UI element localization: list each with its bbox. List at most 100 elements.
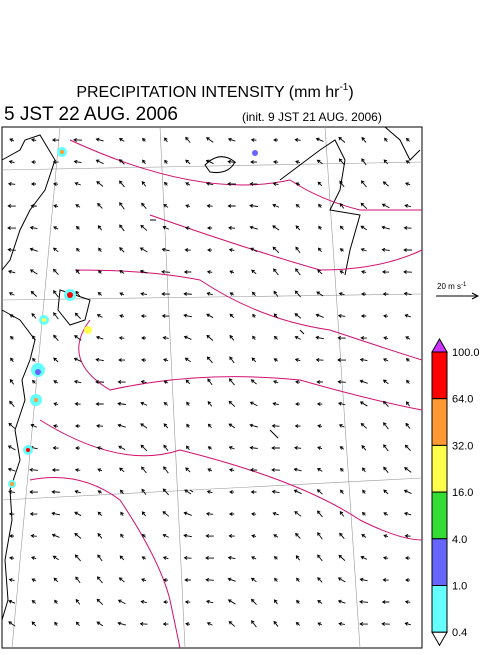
- wind-vector: [317, 554, 323, 562]
- wind-vector: [8, 599, 16, 604]
- wind-vector: [95, 335, 104, 340]
- precip-cells: [8, 147, 258, 488]
- wind-vector: [141, 511, 147, 517]
- wind-vector: [141, 578, 147, 582]
- wind-vector: [383, 314, 389, 318]
- wind-vector: [97, 554, 103, 562]
- wind-vector: [119, 292, 125, 296]
- wind-vector: [74, 532, 82, 539]
- wind-vector: [337, 577, 346, 583]
- wind-vector: [162, 336, 169, 340]
- wind-vector: [272, 225, 280, 231]
- wind-vector: [184, 357, 191, 363]
- wind-vector: [250, 577, 257, 583]
- map-panel: [1, 126, 423, 649]
- wind-vector: [117, 599, 126, 605]
- wind-vector: [97, 291, 102, 296]
- valid-time: 5 JST 22 AUG. 2006: [4, 104, 178, 125]
- wind-vector: [30, 534, 37, 538]
- wind-vector: [163, 444, 169, 452]
- wind-vector: [383, 444, 389, 452]
- wind-vector: [163, 204, 169, 208]
- wind-vector: [118, 358, 125, 362]
- wind-vector: [227, 599, 236, 605]
- wind-vector: [74, 312, 81, 320]
- wind-vector: [294, 290, 302, 298]
- wind-vector: [338, 136, 346, 143]
- wind-vector: [97, 532, 103, 539]
- wind-vector: [53, 204, 59, 208]
- wind-vector: [117, 621, 126, 626]
- wind-vector: [273, 313, 278, 319]
- wind-vector: [293, 467, 302, 472]
- wind-vector: [8, 160, 15, 164]
- wind-vector: [296, 577, 300, 583]
- wind-vector: [8, 422, 16, 429]
- wind-vector: [9, 314, 14, 318]
- wind-vector: [317, 269, 323, 275]
- wind-vector: [359, 577, 368, 582]
- colorbar-over: [431, 337, 448, 353]
- wind-vector: [294, 335, 301, 340]
- wind-vector: [97, 225, 103, 231]
- wind-vector: [295, 204, 301, 208]
- wind-vector: [141, 488, 147, 495]
- wind-vector: [51, 511, 61, 516]
- wind-vector: [73, 159, 82, 164]
- wind-vector: [405, 160, 410, 164]
- wind-vector: [403, 248, 412, 252]
- wind-vector: [317, 577, 323, 583]
- wind-vector: [272, 203, 280, 208]
- wind-vector: [339, 202, 345, 209]
- wind-vector: [295, 268, 301, 276]
- wind-vector: [249, 401, 258, 407]
- wind-vector: [183, 556, 192, 560]
- wind-vector: [295, 380, 301, 384]
- wind-vector: [207, 400, 213, 407]
- wind-vector: [74, 489, 81, 494]
- colorbar: 100.0 64.0 32.0 16.0 4.0 1.0 0.4: [431, 337, 480, 647]
- wind-vector: [359, 622, 368, 626]
- wind-vector: [53, 312, 59, 320]
- wind-vector: [316, 489, 323, 495]
- wind-vector: [141, 202, 147, 209]
- wind-vector: [206, 490, 213, 494]
- wind-vector: [7, 247, 16, 252]
- wind-vector: [185, 136, 191, 143]
- wind-vector: [185, 159, 191, 165]
- wind-vector: [161, 247, 170, 252]
- wind-vector: [339, 532, 345, 539]
- colorbar-segment: [431, 538, 448, 586]
- wind-vector: [76, 247, 80, 252]
- wind-vector: [8, 512, 15, 516]
- wind-vector: [405, 182, 411, 186]
- wind-vector: [404, 203, 411, 208]
- wind-vector: [141, 556, 146, 560]
- wind-vector: [53, 577, 59, 583]
- figure-title: PRECIPITATION INTENSITY (mm hr-1): [76, 82, 353, 101]
- wind-vector: [361, 292, 367, 296]
- wind-vector: [361, 136, 367, 143]
- wind-vector: [29, 467, 39, 472]
- wind-vector: [118, 138, 125, 142]
- wind-vector: [9, 534, 15, 538]
- colorbar-label: 4.0: [452, 534, 467, 546]
- wind-vector: [405, 336, 411, 340]
- wind-vector: [405, 137, 410, 142]
- wind-vector: [163, 578, 169, 582]
- wind-vector: [228, 446, 235, 450]
- wind-vector: [250, 247, 258, 253]
- wind-vector: [249, 225, 258, 230]
- wind-vector: [271, 424, 280, 428]
- wind-vector: [403, 270, 412, 274]
- wind-vector: [295, 160, 301, 164]
- wind-vector: [295, 182, 300, 186]
- wind-vector: [403, 489, 412, 494]
- wind-vector: [75, 576, 81, 584]
- wind-vector: [161, 292, 170, 296]
- wind-vector: [295, 225, 301, 231]
- wind-vector: [273, 290, 279, 297]
- wind-vector: [140, 423, 148, 429]
- wind-vector: [403, 511, 412, 516]
- wind-vector: [95, 159, 104, 165]
